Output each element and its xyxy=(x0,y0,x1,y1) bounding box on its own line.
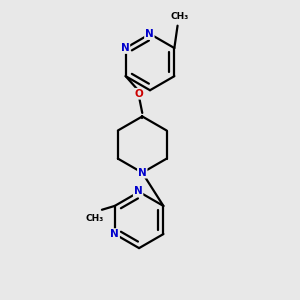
Text: N: N xyxy=(121,43,129,53)
Text: N: N xyxy=(134,186,142,196)
Text: N: N xyxy=(145,29,154,39)
Text: N: N xyxy=(110,229,119,239)
Text: N: N xyxy=(138,168,147,178)
Text: CH₃: CH₃ xyxy=(85,214,104,223)
Text: O: O xyxy=(134,89,143,99)
Text: CH₃: CH₃ xyxy=(170,12,188,21)
